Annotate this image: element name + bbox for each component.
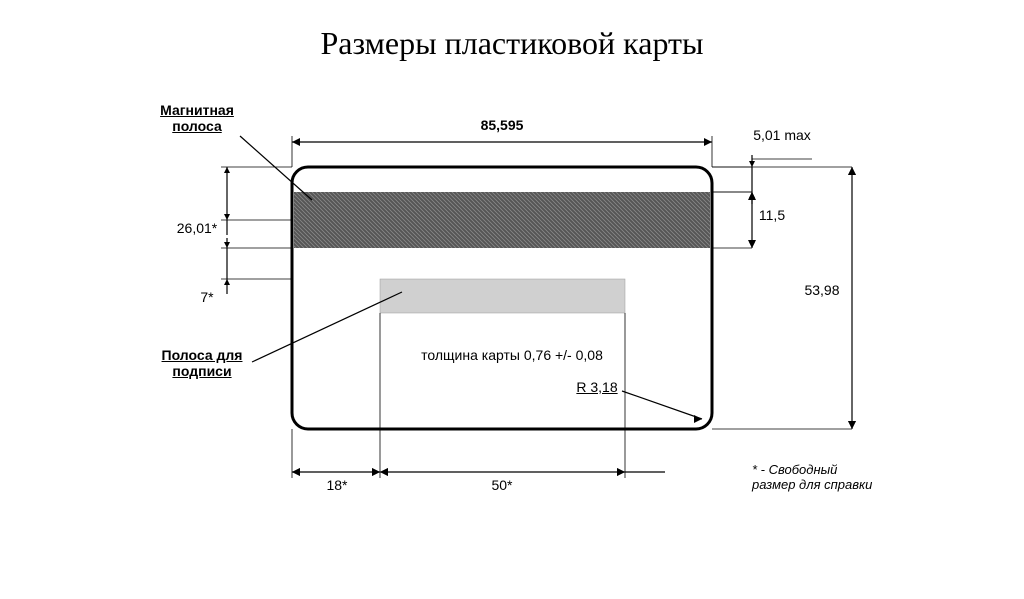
footnote-label: * - Свободный размер для справки <box>752 462 912 492</box>
sig-left-dim: 18* <box>317 477 357 493</box>
sig-top-dim: 7* <box>187 289 227 305</box>
sig-width-dim: 50* <box>482 477 522 493</box>
thickness-label: толщина карты 0,76 +/- 0,08 <box>397 347 627 363</box>
width-dim: 85,595 <box>452 117 552 133</box>
mag-height-dim: 11,5 <box>747 207 797 223</box>
radius-label: R 3,18 <box>567 379 627 395</box>
mag-center-dim: 26,01* <box>167 220 227 236</box>
card-height-dim: 53,98 <box>792 282 852 298</box>
diagram-area: Магнитная полоса Полоса для подписи 85,5… <box>112 92 912 532</box>
top-gap-dim: 5,01 max <box>742 127 822 143</box>
sig-stripe-label: Полоса для подписи <box>152 347 252 379</box>
page-title: Размеры пластиковой карты <box>0 25 1024 62</box>
mag-stripe-label: Магнитная полоса <box>152 102 242 134</box>
